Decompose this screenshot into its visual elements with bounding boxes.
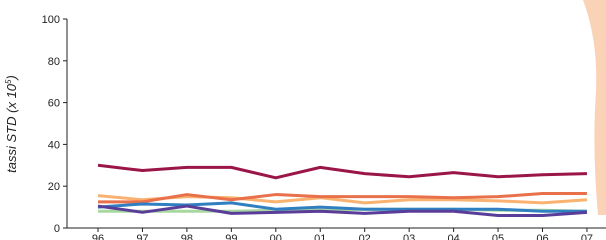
x-tick-label: 97 <box>136 233 148 240</box>
x-tick-label: 99 <box>225 233 237 240</box>
x-tick-label: 96 <box>92 233 104 240</box>
x-tick-label: 01 <box>314 233 326 240</box>
x-tick-label: 03 <box>403 233 415 240</box>
x-tick-label: 02 <box>359 233 371 240</box>
y-axis-label: tassi STD (x 105) <box>4 75 19 173</box>
series-line <box>98 165 587 178</box>
x-tick-label: 00 <box>270 233 282 240</box>
chart: tassi STD (x 105) 0204060801009697989900… <box>0 0 606 240</box>
y-label-text: tassi STD (x 10 <box>4 83 19 173</box>
decoration <box>583 0 606 215</box>
y-tick-label: 80 <box>48 56 60 68</box>
y-tick-label: 20 <box>48 181 60 193</box>
page: {"chart_data": {"type": "line", "ylabel"… <box>0 0 606 240</box>
x-tick-label: 98 <box>181 233 193 240</box>
y-tick-label: 60 <box>48 98 60 110</box>
x-tick-label: 05 <box>492 233 504 240</box>
x-tick-label: 04 <box>447 233 459 240</box>
x-tick-label: 07 <box>581 233 593 240</box>
x-tick-label: 06 <box>536 233 548 240</box>
y-tick-label: 100 <box>42 14 60 26</box>
y-tick-label: 0 <box>54 223 60 235</box>
y-tick-label: 40 <box>48 139 60 151</box>
